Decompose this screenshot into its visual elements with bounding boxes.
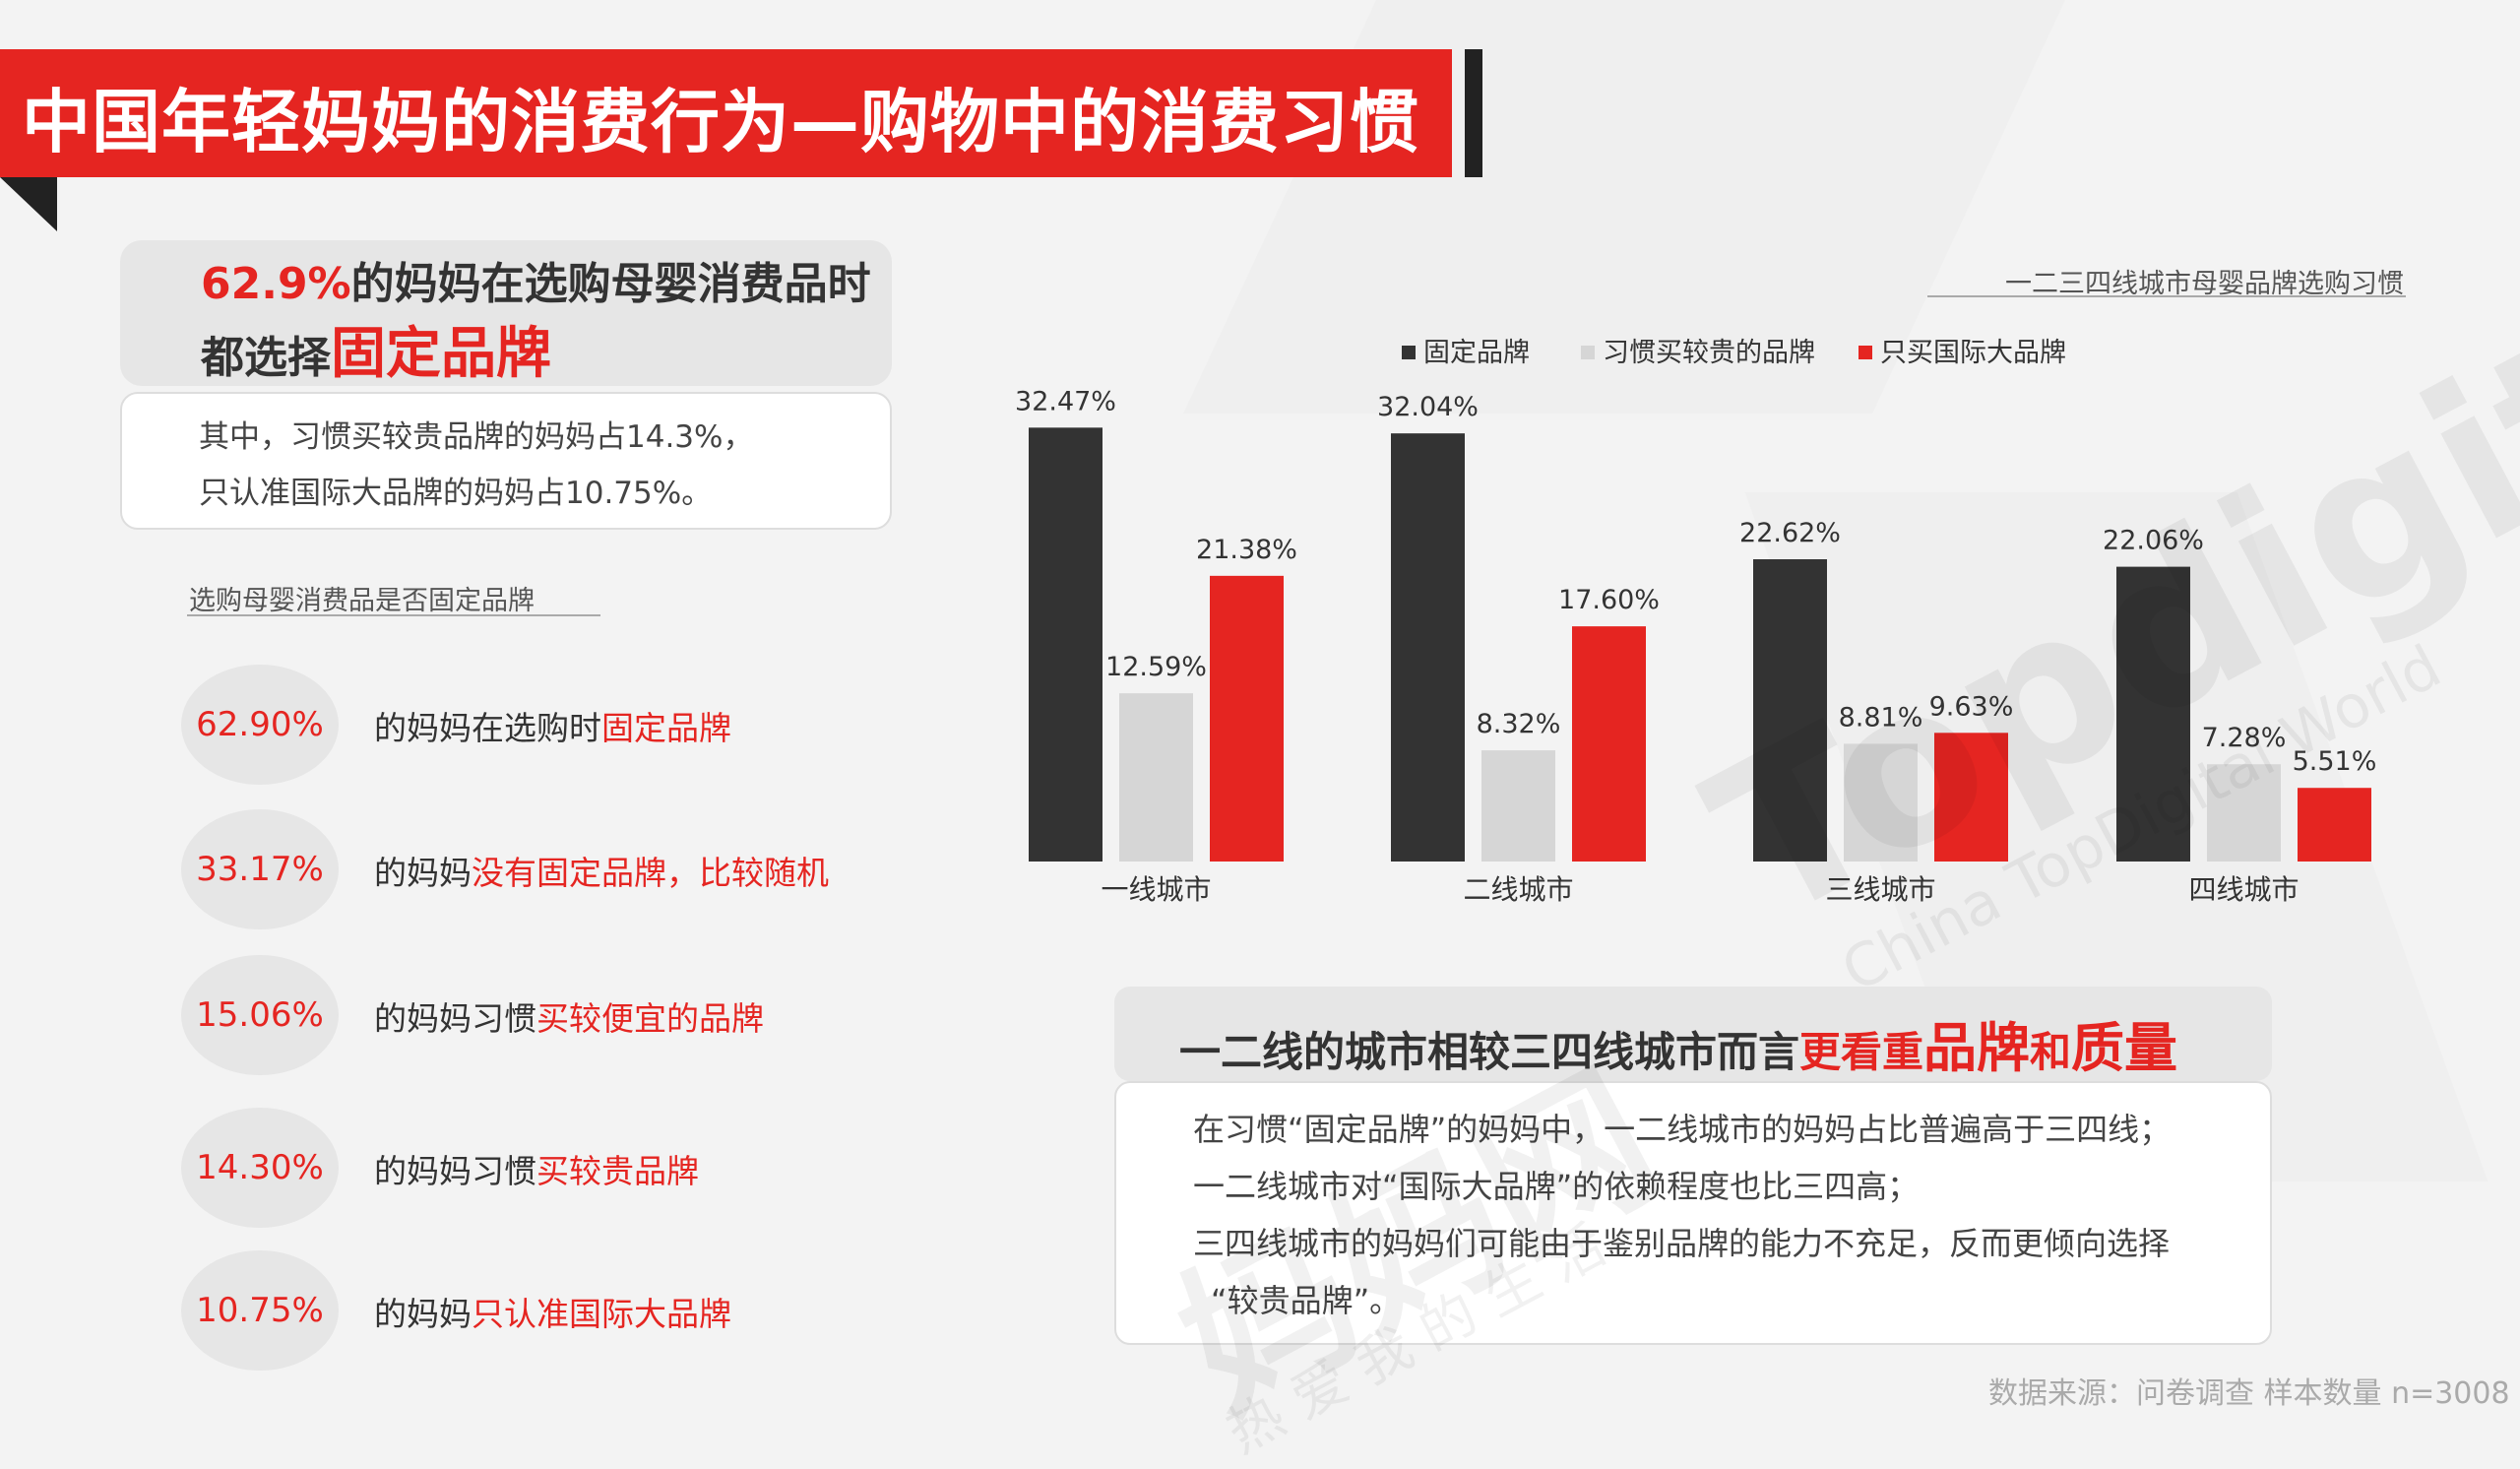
bar: [1391, 433, 1465, 862]
stat-text: 的妈妈习惯买较贵品牌: [374, 1145, 699, 1192]
legend-label: 固定品牌: [1423, 338, 1530, 368]
bar: [1844, 743, 1918, 862]
bar: [2207, 764, 2281, 862]
bar: [1029, 427, 1102, 862]
stat-value: 62.90%: [196, 705, 324, 744]
stat-highlight: 买较便宜的品牌: [536, 999, 764, 1038]
stat-value: 10.75%: [196, 1291, 324, 1330]
bar: [1481, 750, 1555, 862]
highlight-pct: 62.9%: [201, 259, 351, 309]
page-title: 中国年轻妈妈的消费行为—购物中的消费习惯: [22, 82, 1419, 162]
stat-value: 14.30%: [196, 1148, 324, 1187]
bar: [1934, 733, 2008, 862]
conclusion-heading: 一二线的城市相较三四线城市而言更看重品牌和质量: [1179, 1004, 2177, 1082]
stat-prefix: 的妈妈习惯: [374, 1152, 536, 1190]
conclusion-line: 三四线城市的妈妈们可能由于鉴别品牌的能力不充足，反而更倾向选择: [1193, 1225, 2171, 1262]
stat-row: 33.17% 的妈妈没有固定品牌，比较随机: [181, 809, 1067, 937]
stat-circle: [181, 1108, 339, 1228]
bar: [2116, 566, 2190, 862]
stat-prefix: 的妈妈在选购时: [374, 709, 601, 747]
stat-circle: [181, 955, 339, 1075]
bar: [1753, 559, 1827, 862]
stat-prefix: 的妈妈习惯: [374, 999, 536, 1038]
stat-row: 10.75% 的妈妈只认准国际大品牌: [181, 1250, 1067, 1378]
legend-swatch: [1402, 346, 1416, 359]
highlight-line-2: 都选择固定品牌: [201, 309, 551, 389]
section-underline: [187, 614, 600, 616]
chart-title: 一二三四线城市母婴品牌选购习惯: [2005, 269, 2404, 299]
stat-highlight: 买较贵品牌: [536, 1152, 699, 1190]
legend-label: 只买国际大品牌: [1880, 338, 2066, 368]
stat-prefix: 的妈妈: [374, 1295, 472, 1333]
bar: [1572, 626, 1646, 862]
highlight-sub-line-1: 其中，习惯买较贵品牌的妈妈占14.3%，: [199, 419, 754, 455]
chart-title-underline: [1927, 295, 2406, 297]
stat-text: 的妈妈在选购时固定品牌: [374, 702, 731, 749]
conclusion-line: 在习惯“固定品牌”的妈妈中，一二线城市的妈妈占比普遍高于三四线；: [1193, 1111, 2172, 1148]
stat-value: 15.06%: [196, 995, 324, 1035]
conclusion-prefix: 一二线的城市相较三四线城市而言: [1179, 1028, 1800, 1076]
bar: [2298, 788, 2371, 862]
stat-circle: [181, 809, 339, 929]
highlight-subtext-box: 其中，习惯买较贵品牌的妈妈占14.3%， 只认准国际大品牌的妈妈占10.75%。: [120, 392, 892, 530]
highlight-keyword: 固定品牌: [331, 322, 551, 386]
stat-row: 14.30% 的妈妈习惯买较贵品牌: [181, 1108, 1067, 1236]
stat-highlight: 只认准国际大品牌: [472, 1295, 731, 1333]
highlight-sub-line-2: 只认准国际大品牌的妈妈占10.75%。: [199, 476, 713, 511]
data-label: 21.38%: [1196, 535, 1297, 565]
conclusion-big-2: 质量: [2071, 1017, 2178, 1079]
stat-circle: [181, 665, 339, 785]
title-fold-decoration: [0, 177, 57, 231]
stat-text: 的妈妈习惯买较便宜的品牌: [374, 992, 764, 1040]
stat-row: 15.06% 的妈妈习惯买较便宜的品牌: [181, 955, 1067, 1083]
title-accent-bar: [1465, 49, 1482, 177]
data-label: 8.81%: [1839, 702, 1923, 733]
conclusion-line: “较贵品牌”。: [1211, 1282, 1402, 1319]
conclusion-red-1: 更看重: [1799, 1028, 1924, 1076]
category-label: 二线城市: [1463, 873, 1573, 906]
section-label: 选购母婴消费品是否固定品牌: [189, 586, 535, 616]
highlight-line1-rest: 的妈妈在选购母婴消费品时: [350, 259, 871, 309]
highlight-line-1: 62.9%的妈妈在选购母婴消费品时: [201, 248, 871, 311]
data-label: 17.60%: [1558, 585, 1660, 615]
bar: [1210, 575, 1284, 862]
legend-swatch: [1858, 346, 1872, 359]
stat-text: 的妈妈只认准国际大品牌: [374, 1288, 731, 1335]
category-label: 四线城市: [2188, 873, 2299, 906]
conclusion-red-2: 和: [2030, 1028, 2072, 1076]
conclusion-line: 一二线城市对“国际大品牌”的依赖程度也比三四高；: [1193, 1168, 1920, 1205]
highlight-box: 62.9%的妈妈在选购母婴消费品时 都选择固定品牌: [120, 240, 892, 386]
highlight-line2-prefix: 都选择: [201, 333, 331, 383]
data-label: 9.63%: [1929, 691, 2014, 722]
stat-highlight: 没有固定品牌，比较随机: [472, 854, 829, 892]
data-label: 32.04%: [1377, 392, 1479, 422]
legend-swatch: [1581, 346, 1595, 359]
data-label: 12.59%: [1105, 652, 1207, 682]
data-label: 5.51%: [2293, 746, 2377, 777]
stat-prefix: 的妈妈: [374, 854, 472, 892]
category-label: 一线城市: [1101, 873, 1211, 906]
conclusion-header-box: 一二线的城市相较三四线城市而言更看重品牌和质量: [1114, 987, 2272, 1081]
bar: [1119, 693, 1193, 862]
stat-highlight: 固定品牌: [601, 709, 731, 747]
data-label: 22.06%: [2103, 526, 2204, 556]
data-source: 数据来源：问卷调查 样本数量 n=3008: [1988, 1376, 2510, 1411]
conclusion-big-1: 品牌: [1923, 1017, 2031, 1079]
data-label: 22.62%: [1739, 518, 1841, 548]
data-label: 32.47%: [1015, 386, 1116, 416]
title-banner: 中国年轻妈妈的消费行为—购物中的消费习惯: [0, 49, 1452, 177]
stat-value: 33.17%: [196, 850, 324, 889]
stat-row: 62.90% 的妈妈在选购时固定品牌: [181, 665, 1067, 793]
stat-circle: [181, 1250, 339, 1371]
conclusion-body-box: 在习惯“固定品牌”的妈妈中，一二线城市的妈妈占比普遍高于三四线； 一二线城市对“…: [1114, 1081, 2272, 1345]
data-label: 8.32%: [1477, 709, 1561, 739]
category-label: 三线城市: [1825, 873, 1935, 906]
bar-chart: 固定品牌 习惯买较贵的品牌 只买国际大品牌 32.47% 12.59% 21.38% 一线城…: [1015, 338, 2377, 906]
data-label: 7.28%: [2202, 723, 2287, 753]
legend-label: 习惯买较贵的品牌: [1603, 338, 1815, 368]
stat-text: 的妈妈没有固定品牌，比较随机: [374, 847, 829, 894]
